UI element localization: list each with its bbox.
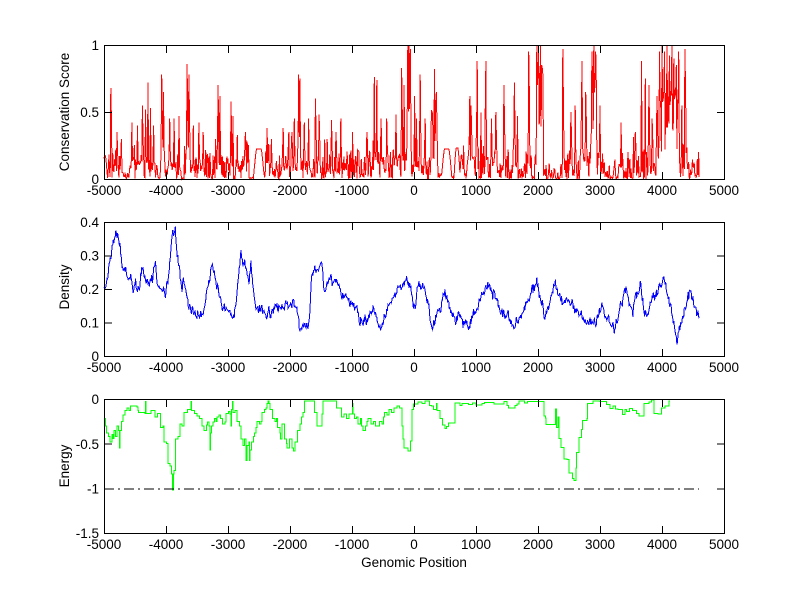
svg-text:Conservation Score: Conservation Score xyxy=(57,53,72,172)
svg-text:-4000: -4000 xyxy=(149,183,184,198)
svg-text:0.2: 0.2 xyxy=(80,282,99,297)
svg-text:-4000: -4000 xyxy=(149,537,184,552)
svg-text:5000: 5000 xyxy=(709,537,739,552)
svg-text:-3000: -3000 xyxy=(211,183,246,198)
svg-text:4000: 4000 xyxy=(647,183,677,198)
svg-text:-1000: -1000 xyxy=(335,183,370,198)
svg-text:2000: 2000 xyxy=(523,537,553,552)
svg-text:0: 0 xyxy=(410,537,418,552)
svg-text:-1.5: -1.5 xyxy=(76,526,99,541)
svg-text:5000: 5000 xyxy=(709,360,739,375)
svg-text:-1: -1 xyxy=(87,482,99,497)
svg-text:2000: 2000 xyxy=(523,360,553,375)
svg-text:Energy: Energy xyxy=(57,444,72,487)
svg-text:4000: 4000 xyxy=(647,537,677,552)
svg-text:5000: 5000 xyxy=(709,183,739,198)
svg-text:0: 0 xyxy=(410,183,418,198)
svg-text:-3000: -3000 xyxy=(211,360,246,375)
svg-text:3000: 3000 xyxy=(585,183,615,198)
svg-text:1: 1 xyxy=(91,38,99,53)
svg-text:0: 0 xyxy=(91,349,99,364)
svg-text:1000: 1000 xyxy=(461,183,491,198)
svg-text:1000: 1000 xyxy=(461,537,491,552)
svg-text:0.1: 0.1 xyxy=(80,316,99,331)
svg-text:-1000: -1000 xyxy=(335,360,370,375)
svg-text:-0.5: -0.5 xyxy=(76,437,99,452)
svg-text:3000: 3000 xyxy=(585,537,615,552)
svg-text:0.4: 0.4 xyxy=(80,215,99,230)
svg-text:0: 0 xyxy=(91,172,99,187)
svg-text:-5000: -5000 xyxy=(87,537,122,552)
svg-text:-5000: -5000 xyxy=(87,360,122,375)
svg-text:-2000: -2000 xyxy=(273,183,308,198)
svg-text:0.5: 0.5 xyxy=(80,105,99,120)
svg-text:1000: 1000 xyxy=(461,360,491,375)
svg-text:Genomic Position: Genomic Position xyxy=(361,555,467,570)
svg-text:2000: 2000 xyxy=(523,183,553,198)
svg-text:3000: 3000 xyxy=(585,360,615,375)
svg-text:4000: 4000 xyxy=(647,360,677,375)
svg-text:-4000: -4000 xyxy=(149,360,184,375)
svg-text:0: 0 xyxy=(410,360,418,375)
svg-text:0: 0 xyxy=(91,392,99,407)
svg-text:-3000: -3000 xyxy=(211,537,246,552)
svg-text:-2000: -2000 xyxy=(273,537,308,552)
svg-text:Density: Density xyxy=(57,264,72,309)
svg-text:-5000: -5000 xyxy=(87,183,122,198)
svg-text:-1000: -1000 xyxy=(335,537,370,552)
svg-text:0.3: 0.3 xyxy=(80,249,99,264)
svg-text:-2000: -2000 xyxy=(273,360,308,375)
